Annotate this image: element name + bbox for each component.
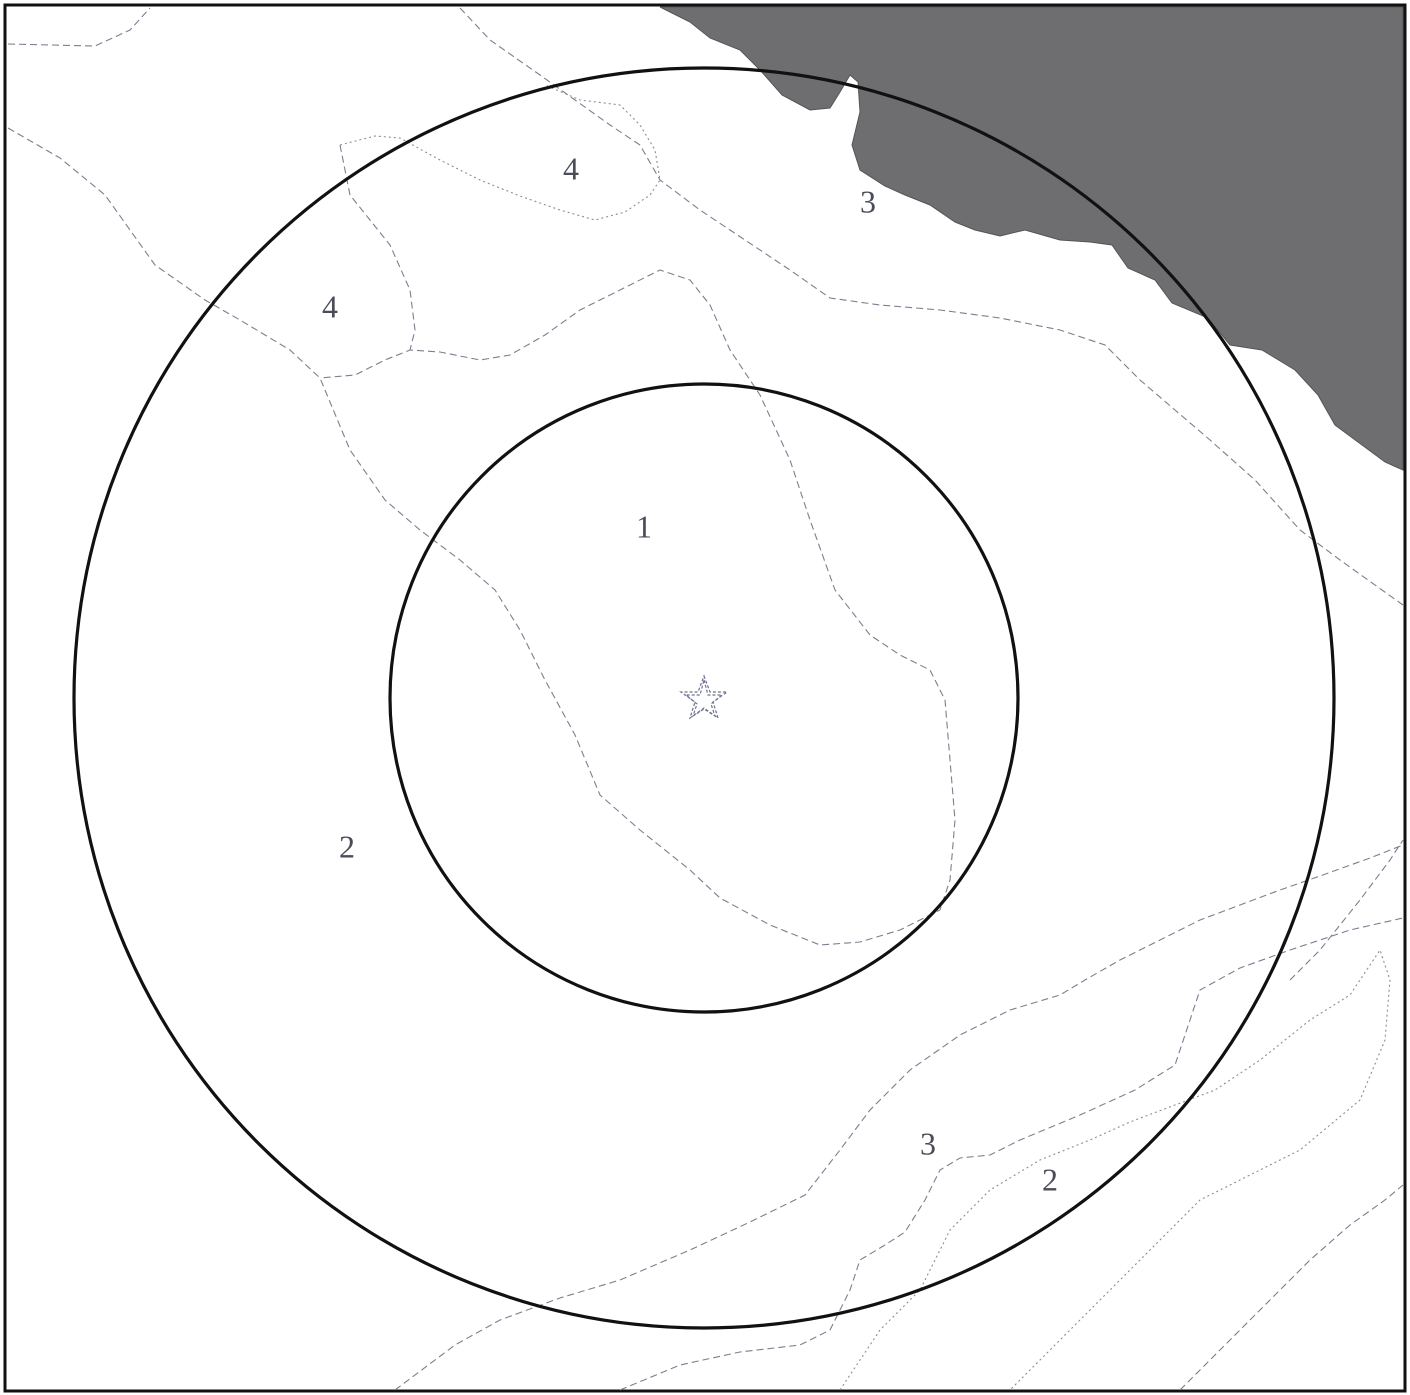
boundary-line: [1289, 839, 1404, 981]
land-area: [659, 6, 1404, 471]
zone-label-center: 1: [636, 508, 652, 544]
star-icon: [679, 674, 729, 720]
zone-label-north-a: 4: [563, 150, 579, 186]
zone-label-west: 2: [339, 828, 355, 864]
inner-ring: [388, 382, 1020, 1014]
outer-ring: [72, 66, 1336, 1330]
zone-label-north-east: 3: [860, 183, 876, 219]
boundary-line: [839, 948, 1391, 1391]
boundary-line: [394, 844, 1404, 1391]
zone-label-south: 3: [920, 1125, 936, 1161]
boundary-line: [459, 7, 1404, 606]
boundary-line: [619, 917, 1404, 1391]
zone-label-north-b: 4: [322, 288, 338, 324]
boundary-line: [339, 84, 661, 221]
boundary-line: [1179, 1184, 1404, 1391]
zone-label-south-east: 2: [1042, 1161, 1058, 1197]
